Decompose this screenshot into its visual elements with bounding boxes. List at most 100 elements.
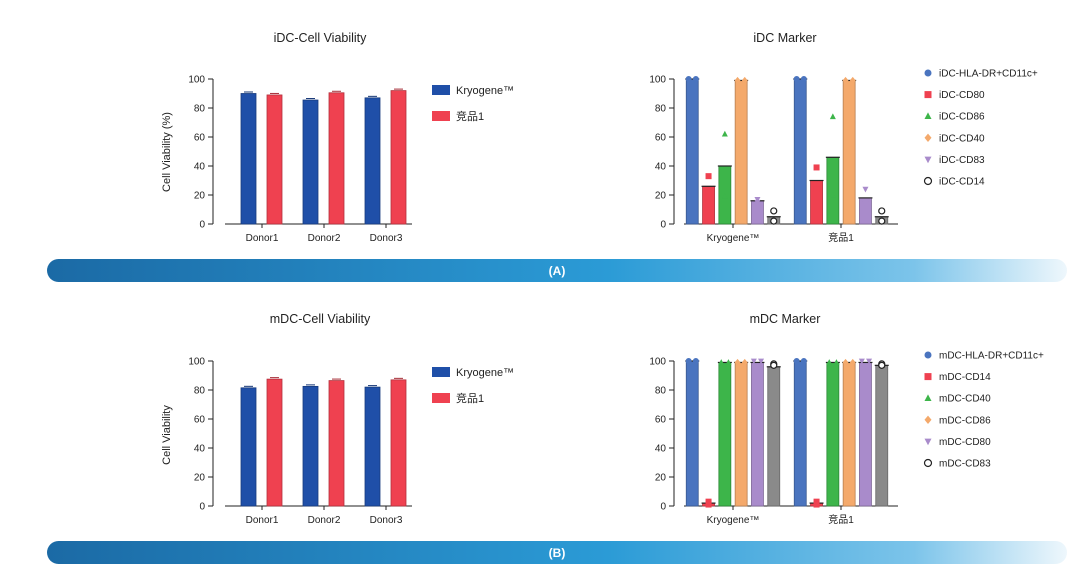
y-tick-label: 60	[655, 415, 667, 426]
data-point	[734, 358, 741, 367]
data-point	[813, 186, 820, 193]
legend-label: mDC-CD14	[939, 372, 991, 383]
legend-label: mDC-CD80	[939, 437, 991, 448]
legend-marker	[924, 373, 932, 381]
data-point	[866, 358, 873, 365]
panel-label-b: (B)	[549, 546, 566, 560]
legend-label: mDC-CD83	[939, 459, 991, 470]
data-point	[705, 189, 712, 196]
data-point	[862, 186, 869, 193]
x-tick-label: Donor2	[308, 233, 341, 244]
data-point	[692, 358, 699, 364]
chart-title: iDC Marker	[753, 31, 816, 45]
bar	[859, 362, 872, 507]
legend-label: iDC-CD14	[939, 177, 985, 188]
panel-band-a: (A)	[47, 259, 1067, 282]
y-tick-label: 100	[649, 75, 666, 86]
data-point	[758, 358, 765, 365]
bar	[685, 78, 699, 225]
chart-3: mDC-Cell Viability 0 20 40 60 80 100 Cell Viabi…	[161, 312, 514, 526]
data-point	[770, 207, 778, 215]
chart-title: mDC Marker	[750, 312, 821, 326]
x-tick-label: Kryogene™	[707, 233, 760, 244]
legend-label: Kryogene™	[456, 85, 514, 97]
y-tick-label: 80	[194, 386, 206, 397]
y-tick-label: 80	[194, 104, 206, 115]
data-point	[692, 76, 699, 82]
y-tick-label: 100	[188, 357, 205, 368]
legend-marker	[924, 438, 932, 446]
x-tick-label: Donor1	[246, 515, 279, 526]
y-axis-label: Cell Viability	[161, 405, 173, 465]
x-tick-label: 竞品1	[828, 231, 854, 244]
y-tick-label: 0	[199, 502, 205, 513]
data-point	[685, 358, 692, 364]
y-tick-label: 20	[194, 191, 206, 202]
bar	[390, 90, 407, 225]
y-tick-label: 80	[655, 386, 667, 397]
data-point	[842, 76, 849, 85]
data-point	[833, 359, 840, 365]
chart-4: mDC Marker 0 20 40 60 80 100 Kryogene™ 竞品1 mDC-HL…	[649, 312, 1044, 526]
data-point	[829, 113, 836, 120]
panel-label-a: (A)	[549, 264, 566, 278]
legend-marker	[923, 176, 933, 186]
data-point	[878, 361, 886, 369]
data-point	[813, 501, 820, 508]
bar	[240, 387, 257, 507]
data-point	[813, 164, 820, 171]
data-point	[793, 76, 800, 82]
legend-marker	[924, 394, 932, 401]
x-tick-label: Kryogene™	[707, 515, 760, 526]
bar	[793, 360, 807, 507]
y-tick-label: 80	[655, 104, 667, 115]
data-point	[829, 191, 836, 198]
bar	[793, 78, 807, 225]
bar	[751, 362, 764, 507]
legend-label: iDC-HLA-DR+CD11c+	[939, 69, 1038, 80]
data-point	[754, 196, 761, 203]
legend-marker	[924, 112, 932, 119]
chart-2: iDC Marker 0 20 40 60 80 100 Kryogene™ 竞品1 iDC-HL…	[649, 31, 1038, 244]
x-tick-label: Donor2	[308, 515, 341, 526]
x-tick-label: Donor1	[246, 233, 279, 244]
y-tick-label: 40	[655, 162, 667, 173]
legend-marker	[924, 133, 932, 142]
panel-band-b: (B)	[47, 541, 1067, 564]
data-point	[826, 359, 833, 365]
bar	[718, 362, 732, 507]
legend-marker	[924, 156, 932, 164]
y-tick-label: 40	[194, 444, 206, 455]
legend-label: iDC-CD86	[939, 112, 985, 123]
legend-marker	[924, 69, 932, 77]
legend-label: iDC-CD80	[939, 90, 985, 101]
y-tick-label: 40	[655, 444, 667, 455]
y-tick-label: 0	[660, 220, 666, 231]
data-point	[685, 76, 692, 82]
data-point	[770, 217, 778, 225]
data-point	[770, 361, 778, 369]
legend-marker	[923, 458, 933, 468]
data-point	[705, 173, 712, 180]
y-tick-label: 20	[194, 473, 206, 484]
y-tick-label: 100	[649, 357, 666, 368]
charts-layer: iDC-Cell Viability 0 20 40 60 80 100 Cell Viabi…	[161, 31, 1044, 526]
data-point	[718, 359, 725, 365]
y-tick-label: 0	[199, 220, 205, 231]
bar	[364, 97, 381, 225]
data-point	[793, 358, 800, 364]
data-point	[800, 358, 807, 364]
y-tick-label: 0	[660, 502, 666, 513]
y-tick-label: 60	[655, 133, 667, 144]
bar	[842, 80, 856, 225]
bar	[328, 92, 345, 225]
y-tick-label: 60	[194, 133, 206, 144]
bar	[240, 93, 257, 225]
bar	[842, 362, 856, 507]
legend-label: iDC-CD83	[939, 155, 985, 166]
bar	[302, 385, 319, 507]
y-tick-label: 20	[655, 473, 667, 484]
legend-label: mDC-CD40	[939, 394, 991, 405]
data-point	[741, 358, 748, 367]
